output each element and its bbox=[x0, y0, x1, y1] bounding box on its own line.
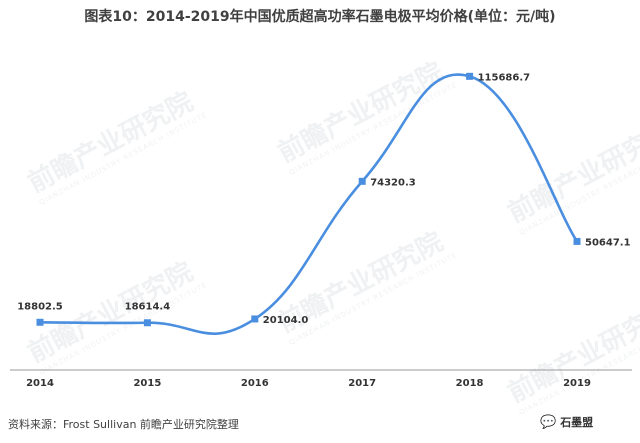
chart-title: 图表10：2014-2019年中国优质超高功率石墨电极平均价格(单位：元/吨) bbox=[84, 9, 556, 25]
data-label: 18802.5 bbox=[17, 301, 63, 312]
data-label: 74320.3 bbox=[370, 177, 416, 188]
data-point bbox=[143, 319, 151, 327]
x-tick-label: 2015 bbox=[133, 378, 161, 389]
data-label: 20104.0 bbox=[263, 315, 309, 326]
data-point bbox=[36, 318, 44, 326]
data-label: 115686.7 bbox=[478, 72, 531, 83]
x-tick-label: 2017 bbox=[348, 378, 376, 389]
data-point bbox=[573, 237, 581, 245]
data-point bbox=[466, 72, 474, 80]
x-tick-label: 2019 bbox=[563, 378, 591, 389]
x-tick-label: 2014 bbox=[26, 378, 54, 389]
data-label: 50647.1 bbox=[585, 237, 631, 248]
source-note: 资料来源：Frost Sullivan 前瞻产业研究院整理 bbox=[8, 418, 239, 431]
data-point bbox=[251, 315, 259, 323]
x-tick-label: 2018 bbox=[456, 378, 484, 389]
data-label: 18614.4 bbox=[125, 302, 171, 313]
data-point bbox=[358, 177, 366, 185]
x-tick-label: 2016 bbox=[241, 378, 269, 389]
wechat-badge: 💬 石墨盟 bbox=[540, 413, 593, 431]
series-line bbox=[39, 73, 579, 335]
badge-label: 石墨盟 bbox=[560, 416, 594, 429]
wechat-icon: 💬 bbox=[540, 414, 557, 430]
